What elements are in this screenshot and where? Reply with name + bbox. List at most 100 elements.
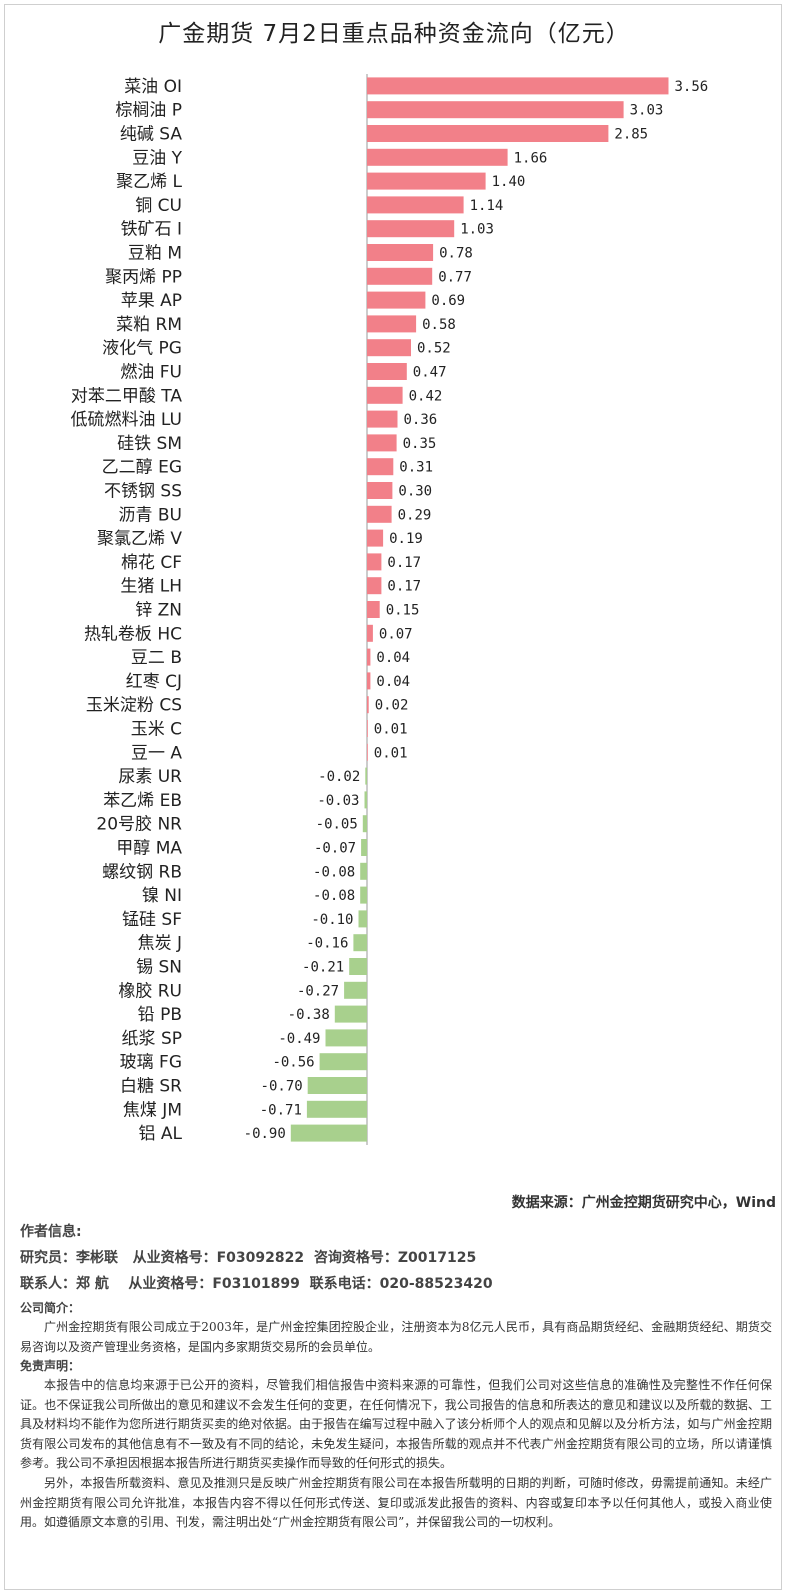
category-tick-label: 豆一 A xyxy=(131,743,182,763)
data-label: -0.49 xyxy=(278,1031,320,1047)
category-tick-label: 焦煤 JM xyxy=(123,1100,182,1120)
data-label: 0.01 xyxy=(374,745,408,761)
data-label: 0.17 xyxy=(387,555,421,571)
data-label: 0.36 xyxy=(404,412,438,428)
category-tick-label: 螺纹钢 RB xyxy=(102,862,182,882)
bar xyxy=(367,196,464,214)
bar xyxy=(344,981,367,999)
bar xyxy=(367,458,394,476)
category-tick-label: 纯碱 SA xyxy=(120,125,183,145)
data-label: -0.05 xyxy=(316,817,358,833)
bar xyxy=(325,1029,367,1047)
data-label: 3.03 xyxy=(630,103,664,119)
data-label: -0.38 xyxy=(288,1007,330,1023)
data-label: 2.85 xyxy=(614,127,648,143)
bar xyxy=(367,148,508,166)
category-tick-label: 菜油 OI xyxy=(124,77,182,97)
bar-chart: 菜油 OI 3.56 棕榈油 P 3.03 纯碱 SA 2.85 豆油 Y 1.66 聚乙烯 L… xyxy=(71,74,708,1145)
data-label: -0.27 xyxy=(297,983,339,999)
category-tick-label: 尿素 UR xyxy=(118,767,182,787)
bar xyxy=(367,720,368,737)
data-label: 0.17 xyxy=(387,579,421,595)
bar xyxy=(306,1100,367,1118)
bar xyxy=(367,696,369,714)
category-tick-label: 沥青 BU xyxy=(118,505,182,525)
category-tick-label: 锡 SN xyxy=(136,958,182,978)
category-tick-label: 铁矿石 I xyxy=(121,220,182,240)
category-tick-label: 热轧卷板 HC xyxy=(84,624,182,644)
data-source: 数据来源：广州金控期货研究中心，Wind xyxy=(511,1195,776,1211)
data-label: -0.08 xyxy=(313,888,355,904)
category-tick-label: 铝 AL xyxy=(138,1124,182,1144)
bar xyxy=(367,743,368,761)
disclaimer-paragraph-2: 另外，本报告所载资料、意见及推测只是反映广州金控期货有限公司在本报告所载明的日期… xyxy=(20,1476,772,1529)
bar xyxy=(367,125,609,142)
data-label: -0.70 xyxy=(261,1079,303,1095)
bar xyxy=(367,482,393,499)
bar xyxy=(367,220,455,238)
category-tick-label: 苯乙烯 EB xyxy=(103,791,182,811)
category-tick-label: 聚氯乙烯 V xyxy=(97,529,182,549)
data-label: 1.03 xyxy=(460,222,494,238)
category-tick-label: 液化气 PG xyxy=(102,339,182,359)
category-tick-label: 20号胶 NR xyxy=(96,815,182,835)
data-label: 1.40 xyxy=(492,174,526,190)
bar xyxy=(360,862,367,880)
category-tick-label: 甲醇 MA xyxy=(116,839,182,859)
bar xyxy=(367,577,382,595)
author-line-contact: 联系人：郑 航 从业资格号：F03101899 联系电话：020-8852342… xyxy=(20,1276,493,1292)
category-tick-label: 锌 ZN xyxy=(135,601,182,621)
bar xyxy=(367,410,398,428)
data-label: 0.78 xyxy=(439,246,473,262)
bar xyxy=(367,624,373,642)
bar xyxy=(364,791,367,809)
bar xyxy=(367,244,434,261)
data-label: 0.77 xyxy=(438,269,472,285)
bar xyxy=(367,601,380,618)
category-tick-label: 低硫燃料油 LU xyxy=(71,410,182,430)
bar xyxy=(358,910,367,928)
category-tick-label: 燃油 FU xyxy=(120,363,182,383)
bar xyxy=(367,648,371,666)
data-label: -0.03 xyxy=(317,793,359,809)
data-label: 0.07 xyxy=(379,626,413,642)
disclaimer-paragraph-1: 本报告中的信息均来源于已公开的资料，尽管我们相信报告中资料来源的可靠性，但我们公… xyxy=(20,1378,772,1470)
data-label: -0.02 xyxy=(318,769,360,785)
data-label: 0.01 xyxy=(374,722,408,738)
category-tick-label: 对苯二甲酸 TA xyxy=(71,386,182,406)
category-tick-label: 乙二醇 EG xyxy=(102,458,182,478)
data-label: 0.31 xyxy=(399,460,433,476)
bar xyxy=(367,386,403,404)
bar xyxy=(367,553,382,571)
data-label: 0.02 xyxy=(375,698,409,714)
bar xyxy=(353,934,367,952)
bar xyxy=(349,958,367,975)
category-tick-label: 豆粕 M xyxy=(128,244,182,264)
company-heading: 公司简介： xyxy=(20,1301,81,1315)
category-tick-label: 白糖 SR xyxy=(120,1077,182,1097)
data-label: 0.52 xyxy=(417,341,451,357)
data-label: 0.35 xyxy=(403,436,437,452)
data-label: 0.04 xyxy=(376,650,410,666)
data-label: 0.69 xyxy=(431,293,465,309)
data-label: -0.56 xyxy=(272,1055,314,1071)
data-label: -0.90 xyxy=(244,1126,286,1142)
data-label: 0.29 xyxy=(398,507,432,523)
bar xyxy=(334,1005,367,1023)
category-tick-label: 焦炭 J xyxy=(138,934,182,954)
category-tick-label: 棕榈油 P xyxy=(115,101,182,121)
data-label: -0.07 xyxy=(314,841,356,857)
category-tick-label: 不锈钢 SS xyxy=(104,482,182,502)
data-label: 0.58 xyxy=(422,317,456,333)
category-tick-label: 橡胶 RU xyxy=(118,981,182,1001)
author-line-researcher: 研究员：李彬联 从业资格号：F03092822 咨询资格号：Z0017125 xyxy=(20,1250,477,1266)
bar xyxy=(360,886,367,904)
bar xyxy=(367,339,411,357)
category-tick-label: 纸浆 SP xyxy=(122,1029,182,1049)
category-tick-label: 生猪 LH xyxy=(120,577,182,597)
author-heading: 作者信息: xyxy=(20,1224,82,1240)
bar xyxy=(319,1053,367,1071)
category-tick-label: 镍 NI xyxy=(142,886,182,906)
bar xyxy=(361,839,367,856)
category-tick-label: 豆二 B xyxy=(131,648,182,668)
